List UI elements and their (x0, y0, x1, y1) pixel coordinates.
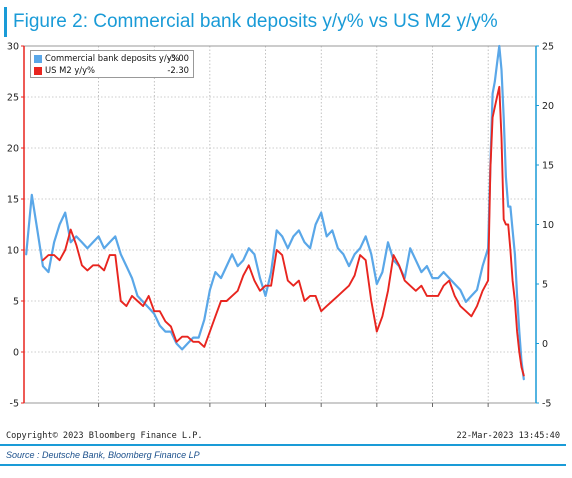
right-tick-label: 0 (542, 339, 548, 350)
legend-item-m2: US M2 y/y% (34, 64, 95, 76)
right-tick-label: 20 (542, 101, 554, 112)
source-text: Source : Deutsche Bank, Bloomberg Financ… (6, 450, 200, 460)
left-tick-label: 0 (13, 348, 19, 359)
legend-label-deposits: Commercial bank deposits y/y% (45, 53, 180, 63)
x-axis: 1980-19841985-19891990-19941995-19992000… (98, 403, 489, 407)
legend-swatch-m2 (34, 66, 42, 75)
legend-swatch-deposits (34, 54, 42, 63)
right-axis: -5 0 5 10 15 20 25 (535, 42, 554, 410)
plot-area (23, 45, 537, 404)
legend: Commercial bank deposits y/y% -3.00 US M… (30, 50, 194, 78)
timestamp-text: 22-Mar-2023 13:45:40 (456, 431, 560, 441)
left-tick-label: 25 (7, 93, 19, 104)
copyright-text: Copyright© 2023 Bloomberg Finance L.P. (6, 431, 203, 441)
legend-value-deposits: -3.00 (167, 53, 189, 63)
right-tick-label: 25 (542, 42, 554, 53)
line-chart: -5 0 5 10 15 20 25 30 -5 0 5 10 15 20 25 1980-1984198… (7, 42, 554, 410)
series-line-deposits (25, 44, 525, 381)
series-layer (25, 44, 525, 381)
right-tick-label: 5 (542, 280, 548, 291)
chart-title: Figure 2: Commercial bank deposits y/y% … (4, 7, 564, 37)
left-tick-label: 5 (13, 297, 19, 308)
left-tick-label: 15 (7, 195, 19, 206)
left-tick-label: 10 (7, 246, 19, 257)
source-bar: Source : Deutsche Bank, Bloomberg Financ… (0, 444, 566, 466)
grid-lines (24, 46, 536, 403)
left-tick-label: 30 (7, 42, 19, 53)
left-tick-label: -5 (10, 399, 19, 410)
legend-item-deposits: Commercial bank deposits y/y% (34, 52, 180, 64)
legend-value-m2: -2.30 (167, 65, 189, 75)
left-axis: -5 0 5 10 15 20 25 30 (7, 42, 25, 410)
series-line-m2 (41, 85, 525, 377)
right-tick-label: 15 (542, 161, 554, 172)
right-tick-label: -5 (542, 399, 551, 410)
right-tick-label: 10 (542, 220, 554, 231)
left-tick-label: 20 (7, 144, 19, 155)
legend-label-m2: US M2 y/y% (45, 65, 96, 75)
